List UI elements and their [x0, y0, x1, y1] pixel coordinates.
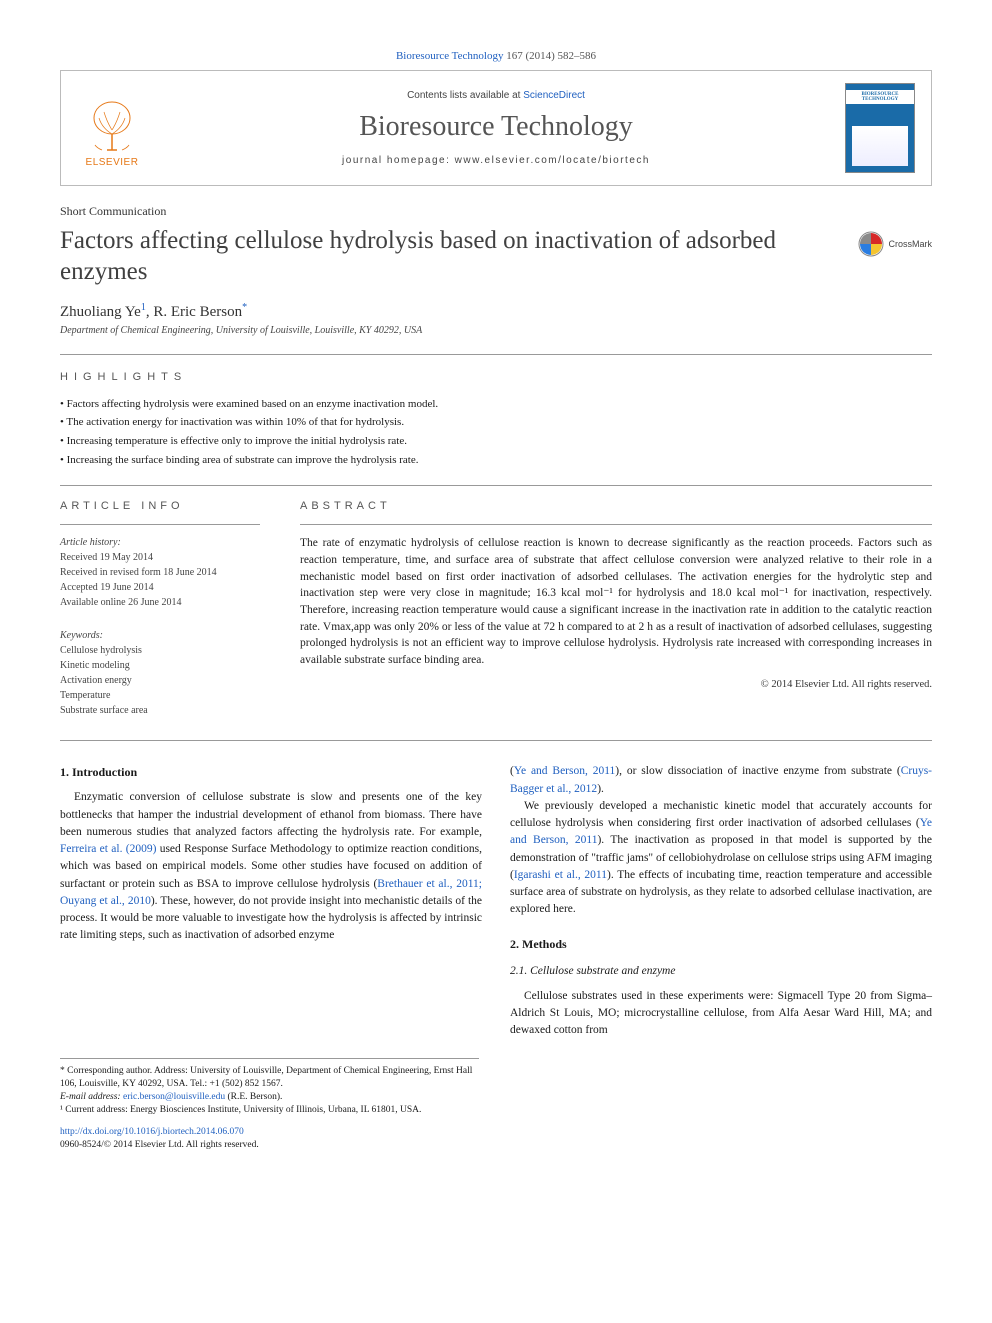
article-type: Short Communication — [60, 204, 932, 219]
history-revised: Received in revised form 18 June 2014 — [60, 567, 217, 578]
intro-para-2: (Ye and Berson, 2011), or slow dissociat… — [510, 763, 932, 798]
cover-art — [852, 126, 908, 166]
rule-info — [60, 524, 260, 525]
fn-corresponding: * Corresponding author. Address: Univers… — [60, 1065, 479, 1092]
doi-link[interactable]: http://dx.doi.org/10.1016/j.biortech.201… — [60, 1127, 244, 1137]
journal-name: Bioresource Technology — [147, 111, 845, 143]
intro-para-1: Enzymatic conversion of cellulose substr… — [60, 789, 482, 944]
fn-email-line: E-mail address: eric.berson@louisville.e… — [60, 1091, 479, 1104]
email-link[interactable]: eric.berson@louisville.edu — [123, 1092, 225, 1102]
rule-2 — [60, 485, 932, 486]
text: ), or slow dissociation of inactive enzy… — [615, 765, 900, 777]
highlight-item: Increasing temperature is effective only… — [60, 432, 932, 451]
author-list: Zhuoliang Ye1, R. Eric Berson* — [60, 302, 932, 321]
body-columns: 1. Introduction Enzymatic conversion of … — [60, 763, 932, 1039]
info-abstract-row: ARTICLE INFO Article history: Received 1… — [60, 500, 932, 718]
history-received: Received 19 May 2014 — [60, 552, 153, 563]
history-accepted: Accepted 19 June 2014 — [60, 582, 154, 593]
crossmark-label: CrossMark — [888, 239, 932, 249]
text: Enzymatic conversion of cellulose substr… — [60, 791, 482, 838]
author-1: Zhuoliang Ye — [60, 304, 141, 320]
contents-line: Contents lists available at ScienceDirec… — [147, 90, 845, 101]
keyword: Kinetic modeling — [60, 660, 130, 671]
keyword: Cellulose hydrolysis — [60, 645, 142, 656]
cover-title: BIORESOURCE TECHNOLOGY — [846, 90, 914, 104]
text: We previously developed a mechanistic ki… — [510, 800, 932, 829]
email-suffix: (R.E. Berson). — [225, 1092, 282, 1102]
article-info-col: ARTICLE INFO Article history: Received 1… — [60, 500, 260, 718]
history-label: Article history: — [60, 537, 121, 548]
author-2: R. Eric Berson — [153, 304, 242, 320]
affiliation: Department of Chemical Engineering, Univ… — [60, 325, 932, 336]
citation-journal-link[interactable]: Bioresource Technology — [396, 50, 503, 62]
homepage-url: www.elsevier.com/locate/biortech — [455, 155, 650, 166]
left-column: 1. Introduction Enzymatic conversion of … — [60, 763, 482, 1039]
contents-prefix: Contents lists available at — [407, 90, 523, 101]
intro-para-3: We previously developed a mechanistic ki… — [510, 798, 932, 919]
highlight-item: Increasing the surface binding area of s… — [60, 451, 932, 470]
homepage-prefix: journal homepage: — [342, 155, 455, 166]
intro-heading: 1. Introduction — [60, 763, 482, 781]
title-row: Factors affecting cellulose hydrolysis b… — [60, 225, 932, 288]
abstract-copyright: © 2014 Elsevier Ltd. All rights reserved… — [300, 679, 932, 690]
keywords-label: Keywords: — [60, 630, 103, 641]
citation-line: Bioresource Technology 167 (2014) 582–58… — [60, 50, 932, 62]
homepage-line: journal homepage: www.elsevier.com/locat… — [147, 155, 845, 166]
footnotes: * Corresponding author. Address: Univers… — [60, 1058, 479, 1118]
keyword: Activation energy — [60, 675, 132, 686]
elsevier-logo[interactable]: ELSEVIER — [77, 88, 147, 168]
rule-1 — [60, 354, 932, 355]
crossmark-badge[interactable]: CrossMark — [858, 231, 932, 257]
rule-abs — [300, 524, 932, 525]
elsevier-wordmark: ELSEVIER — [86, 157, 139, 168]
citation-ref: 167 (2014) 582–586 — [503, 50, 596, 62]
methods-para-1: Cellulose substrates used in these exper… — [510, 988, 932, 1040]
keyword: Temperature — [60, 690, 110, 701]
ref-link[interactable]: Igarashi et al., 2011 — [514, 869, 607, 881]
history-online: Available online 26 June 2014 — [60, 597, 181, 608]
fn-current-address: ¹ Current address: Energy Biosciences In… — [60, 1104, 479, 1117]
keywords-block: Keywords: Cellulose hydrolysis Kinetic m… — [60, 628, 260, 718]
ref-link[interactable]: Ye and Berson, 2011 — [514, 765, 615, 777]
right-column: (Ye and Berson, 2011), or slow dissociat… — [510, 763, 932, 1039]
methods-heading: 2. Methods — [510, 935, 932, 953]
sciencedirect-link[interactable]: ScienceDirect — [523, 90, 585, 101]
abstract-label: ABSTRACT — [300, 500, 932, 512]
article-title: Factors affecting cellulose hydrolysis b… — [60, 225, 846, 288]
highlights-label: HIGHLIGHTS — [60, 371, 932, 383]
abstract-col: ABSTRACT The rate of enzymatic hydrolysi… — [300, 500, 932, 718]
issn-line: 0960-8524/© 2014 Elsevier Ltd. All right… — [60, 1140, 259, 1150]
highlights-list: Factors affecting hydrolysis were examin… — [60, 395, 932, 470]
article-history: Article history: Received 19 May 2014 Re… — [60, 535, 260, 610]
email-label: E-mail address: — [60, 1092, 123, 1102]
page-footer: http://dx.doi.org/10.1016/j.biortech.201… — [60, 1126, 932, 1153]
author-2-corr-link[interactable]: * — [242, 302, 247, 313]
header-center: Contents lists available at ScienceDirec… — [147, 90, 845, 166]
highlight-item: The activation energy for inactivation w… — [60, 413, 932, 432]
abstract-text: The rate of enzymatic hydrolysis of cell… — [300, 535, 932, 668]
page: Bioresource Technology 167 (2014) 582–58… — [0, 0, 992, 1192]
highlight-item: Factors affecting hydrolysis were examin… — [60, 395, 932, 414]
rule-3 — [60, 740, 932, 741]
ref-link[interactable]: Ferreira et al. (2009) — [60, 843, 156, 855]
journal-header-box: ELSEVIER Contents lists available at Sci… — [60, 70, 932, 186]
text: ). — [597, 783, 604, 795]
elsevier-tree-icon — [87, 100, 137, 155]
article-info-label: ARTICLE INFO — [60, 500, 260, 512]
methods-subheading: 2.1. Cellulose substrate and enzyme — [510, 963, 932, 980]
keyword: Substrate surface area — [60, 705, 148, 716]
crossmark-icon — [858, 231, 884, 257]
journal-cover-thumbnail[interactable]: BIORESOURCE TECHNOLOGY — [845, 83, 915, 173]
